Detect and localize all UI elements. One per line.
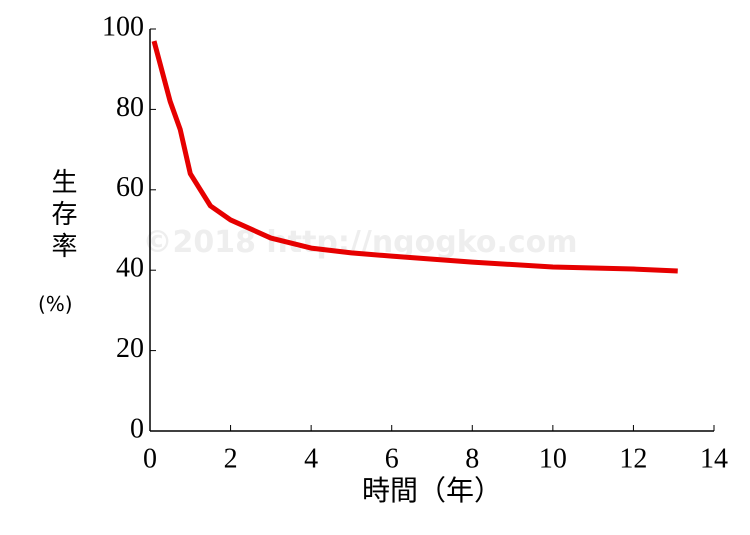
x-tick-label: 2: [224, 443, 238, 474]
y-tick-label: 20: [116, 333, 144, 364]
y-tick-label: 100: [102, 11, 144, 42]
x-tick-label: 0: [143, 443, 157, 474]
x-axis-title: 時間（年）: [362, 474, 502, 507]
y-tick-label: 0: [130, 413, 144, 444]
x-tick-label: 8: [465, 443, 479, 474]
y-tick-label: 40: [116, 253, 144, 284]
data-line: [151, 40, 678, 274]
y-axis-unit: (%): [38, 292, 73, 316]
y-tick-label: 80: [116, 92, 144, 123]
x-tick-label: 14: [700, 443, 728, 474]
y-tick-label: 60: [116, 172, 144, 203]
x-tick-label: 10: [539, 443, 567, 474]
y-axis-title: 生存率: [47, 168, 77, 264]
x-tick-label: 6: [385, 443, 399, 474]
x-tick-label: 4: [304, 443, 318, 474]
x-tick-label: 12: [619, 443, 647, 474]
